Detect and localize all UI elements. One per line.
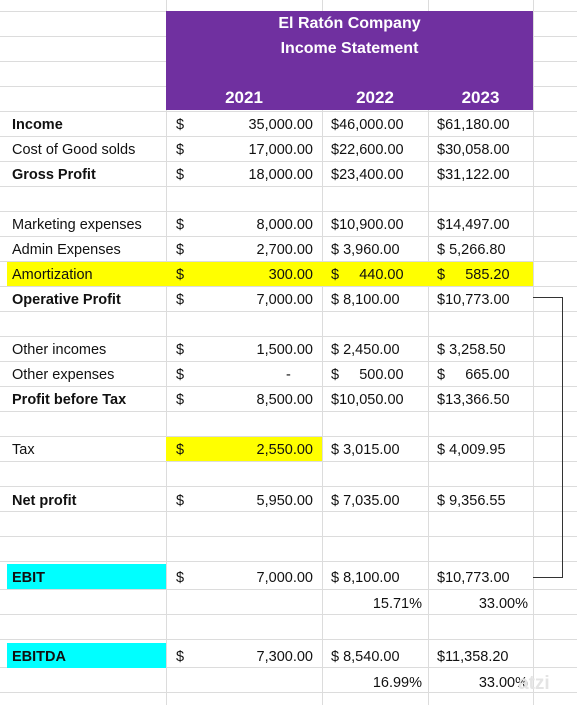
year-2022-header: 2022 [356,88,394,107]
other-expenses-2023[interactable]: $ 665.00 [437,367,510,383]
currency-symbol: $ [176,649,185,665]
amortization-row-highlight [7,262,533,286]
gross-profit-2023[interactable]: $31,122.00 [437,167,510,183]
ebit-label-highlight [7,564,166,589]
currency-symbol: $ [176,570,185,586]
profit-before-tax-2023[interactable]: $13,366.50 [437,392,510,408]
ebit-margin-2023[interactable]: 33.00% [478,596,528,612]
income-2022[interactable]: $46,000.00 [331,117,404,133]
operative-profit-2022[interactable]: $ 8,100.00 [331,292,400,308]
currency-symbol: $ [176,217,185,233]
cogs-2022[interactable]: $22,600.00 [331,142,404,158]
profit-before-tax-2021[interactable]: 8,500.00 [256,392,313,408]
statement-title: Income Statement [280,40,419,57]
tax-2022[interactable]: $ 3,015.00 [331,442,400,458]
currency-symbol: $ [176,142,185,158]
ebitda-2021[interactable]: 7,300.00 [256,649,313,665]
cogs-label: Cost of Good solds [12,142,136,158]
ebitda-label: EBITDA [12,649,66,665]
ebitda-margin-2023[interactable]: 33.00% [478,675,528,691]
net-profit-2021[interactable]: 5,950.00 [256,493,313,509]
other-incomes-2023[interactable]: $ 3,258.50 [437,342,506,358]
header-band [166,11,533,110]
ebitda-2023[interactable]: $11,358.20 [437,649,509,665]
ebit-2023[interactable]: $10,773.00 [437,570,510,586]
gross-profit-2022[interactable]: $23,400.00 [331,167,404,183]
connector-bracket-side [562,297,563,578]
year-2023-header: 2023 [461,88,500,107]
amortization-2021[interactable]: 300.00 [268,267,313,283]
ebitda-label-highlight [7,643,166,668]
tax-2023[interactable]: $ 4,009.95 [437,442,506,458]
other-incomes-2022[interactable]: $ 2,450.00 [331,342,400,358]
net-profit-2023[interactable]: $ 9,356.55 [437,493,506,509]
cogs-2023[interactable]: $30,058.00 [437,142,510,158]
operative-profit-label: Operative Profit [12,292,121,308]
gross-profit-2021[interactable]: 18,000.00 [248,167,313,183]
ebit-label: EBIT [12,570,46,586]
currency-symbol: $ [176,167,185,183]
other-incomes-label: Other incomes [12,342,107,358]
ebit-2022[interactable]: $ 8,100.00 [331,570,400,586]
ebitda-2022[interactable]: $ 8,540.00 [331,649,400,665]
ebitda-margin-2022[interactable]: 16.99% [372,675,422,691]
amortization-2022[interactable]: $ 440.00 [331,267,404,283]
admin-2023[interactable]: $ 5,266.80 [437,242,506,258]
tax-2021-highlight [166,437,322,461]
currency-symbol: $ [176,342,185,358]
profit-before-tax-label: Profit before Tax [12,392,127,408]
admin-2022[interactable]: $ 3,960.00 [331,242,400,258]
ebit-2021[interactable]: 7,000.00 [256,570,313,586]
income-label: Income [12,117,63,133]
admin-label: Admin Expenses [12,242,121,258]
marketing-2023[interactable]: $14,497.00 [437,217,510,233]
watermark: atzi [518,673,550,694]
amortization-2023[interactable]: $ 585.20 [437,267,510,283]
income-2023[interactable]: $61,180.00 [437,117,510,133]
currency-symbol: $ [176,117,185,133]
connector-bracket-top [533,297,563,298]
marketing-2022[interactable]: $10,900.00 [331,217,404,233]
other-expenses-2021[interactable]: - [286,367,291,383]
ebit-margin-2022[interactable]: 15.71% [372,596,422,612]
currency-symbol: $ [176,242,185,258]
tax-2021[interactable]: 2,550.00 [256,442,313,458]
currency-symbol: $ [176,392,185,408]
amortization-label: Amortization [12,267,93,283]
operative-profit-2023[interactable]: $10,773.00 [437,292,510,308]
currency-symbol: $ [176,292,185,308]
company-title: El Ratón Company [278,15,421,32]
currency-symbol: $ [176,493,185,509]
connector-bracket-bottom [533,577,563,578]
net-profit-label: Net profit [12,493,77,509]
currency-symbol: $ [176,442,185,458]
other-incomes-2021[interactable]: 1,500.00 [256,342,313,358]
currency-symbol: $ [176,267,185,283]
other-expenses-label: Other expenses [12,367,115,383]
year-2021-header: 2021 [225,88,263,107]
marketing-2021[interactable]: 8,000.00 [256,217,313,233]
cogs-2021[interactable]: 17,000.00 [248,142,313,158]
admin-2021[interactable]: 2,700.00 [256,242,313,258]
marketing-label: Marketing expenses [12,217,142,233]
operative-profit-2021[interactable]: 7,000.00 [256,292,313,308]
currency-symbol: $ [176,367,185,383]
income-2021[interactable]: 35,000.00 [248,117,313,133]
profit-before-tax-2022[interactable]: $10,050.00 [331,392,404,408]
tax-label: Tax [12,442,35,458]
net-profit-2022[interactable]: $ 7,035.00 [331,493,400,509]
other-expenses-2022[interactable]: $ 500.00 [331,367,404,383]
gross-profit-label: Gross Profit [12,167,96,183]
